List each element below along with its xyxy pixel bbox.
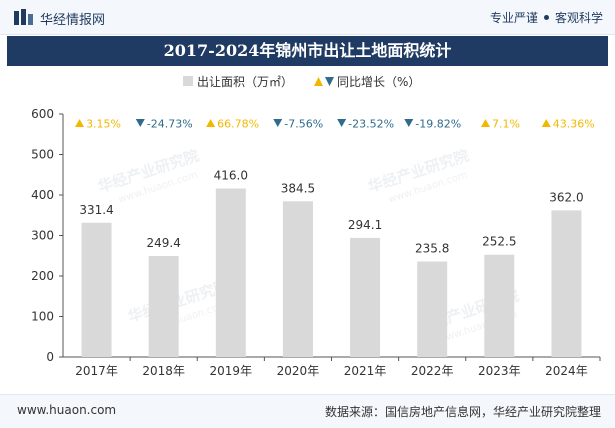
growth-label: 3.15% [86, 118, 121, 131]
x-tick-label: 2024年 [545, 364, 588, 378]
growth-label: -24.73% [147, 118, 193, 131]
bar [282, 201, 313, 357]
x-tick-label: 2020年 [277, 364, 320, 378]
bar-value-label: 362.0 [549, 190, 583, 204]
growth-label: 66.78% [217, 118, 259, 131]
slogan-left: 专业严谨 [489, 11, 538, 25]
legend-growth-label: 同比增长（%） [337, 75, 420, 89]
bar-value-label: 384.5 [281, 181, 315, 195]
legend-bar-swatch [183, 76, 193, 86]
legend-down-triangle-icon [325, 77, 334, 86]
x-tick-label: 2017年 [75, 364, 118, 378]
bar-value-label: 331.4 [79, 203, 113, 217]
growth-label: 7.1% [492, 118, 520, 131]
bar-value-label: 235.8 [415, 242, 449, 256]
x-tick-label: 2022年 [411, 364, 454, 378]
up-triangle-icon [206, 119, 216, 127]
bar [417, 261, 448, 357]
y-tick-label: 100 [31, 310, 54, 324]
bar [551, 210, 582, 357]
growth-label: -7.56% [284, 118, 323, 131]
legend-bar-label: 出让面积（万㎡） [197, 75, 293, 89]
growth-label: 43.36% [553, 118, 595, 131]
bar [148, 255, 179, 357]
x-tick-label: 2021年 [344, 364, 387, 378]
bar-value-label: 252.5 [482, 235, 516, 249]
top-bar: 华经情报网 专业严谨 客观科学 [0, 0, 615, 35]
down-triangle-icon [404, 119, 414, 127]
legend-up-triangle-icon [314, 77, 323, 86]
bar-value-label: 249.4 [147, 236, 181, 250]
y-tick-label: 0 [46, 350, 54, 364]
down-triangle-icon [337, 119, 347, 127]
chart-title: 2017-2024年锦州市出让土地面积统计 [7, 36, 608, 66]
y-tick-label: 400 [31, 188, 54, 202]
up-triangle-icon [541, 119, 551, 127]
bar-value-label: 416.0 [214, 169, 248, 183]
y-tick-label: 600 [31, 107, 54, 121]
down-triangle-icon [273, 119, 283, 127]
growth-label: -23.52% [348, 118, 394, 131]
slogan: 专业严谨 客观科学 [490, 9, 603, 26]
bar [81, 222, 112, 357]
footer: www.huaon.com 数据来源：国信房地产信息网，华经产业研究院整理 [0, 394, 615, 428]
footer-source: 数据来源：国信房地产信息网，华经产业研究院整理 [324, 405, 601, 419]
x-tick-label: 2019年 [210, 364, 253, 378]
up-triangle-icon [75, 119, 85, 127]
y-tick-label: 200 [31, 269, 54, 283]
x-tick-label: 2023年 [478, 364, 521, 378]
bar [215, 188, 246, 357]
bar [484, 254, 515, 357]
logo-icon [14, 9, 33, 25]
up-triangle-icon [481, 119, 491, 127]
brand-name: 华经情报网 [40, 13, 106, 28]
bar-value-label: 294.1 [348, 218, 382, 232]
y-tick-label: 300 [31, 229, 54, 243]
slogan-right: 客观科学 [554, 11, 603, 25]
growth-label: -19.82% [415, 118, 461, 131]
bar [350, 237, 381, 357]
x-tick-label: 2018年 [142, 364, 185, 378]
y-tick-label: 500 [31, 148, 54, 162]
footer-website[interactable]: www.huaon.com [17, 403, 117, 417]
separator-dot-icon [543, 15, 549, 20]
down-triangle-icon [135, 119, 145, 127]
